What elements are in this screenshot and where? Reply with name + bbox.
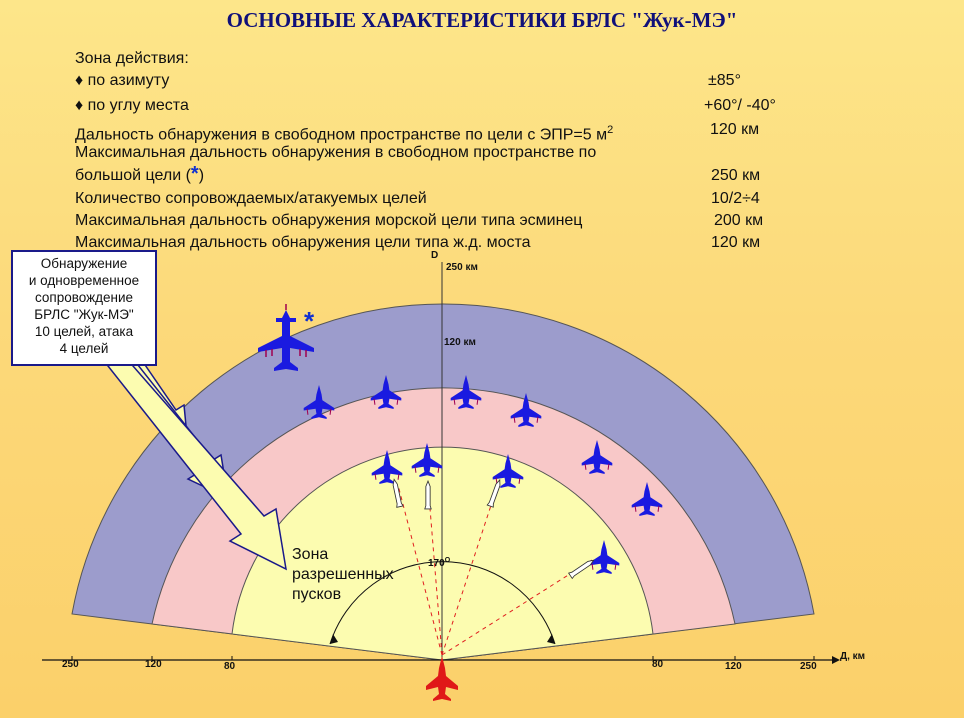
spec-detection-free-label: Дальность обнаружения в свободном простр… (75, 126, 608, 144)
spec-targets-value: 10/2÷4 (711, 190, 760, 207)
spec-azimuth-value: ±85° (708, 72, 741, 89)
spec-azimuth-label: по азимуту (87, 72, 170, 89)
own-aircraft-icon (426, 656, 458, 701)
tick-right-120: 120 (725, 661, 742, 672)
spec-elevation: ♦ по углу места (75, 96, 189, 116)
axis-top-label: D (431, 250, 438, 261)
ring-250-label: 250 км (446, 262, 478, 273)
spec-bridge-value: 120 км (711, 234, 761, 251)
callout-line: 10 целей, атака (34, 324, 134, 339)
zone-heading: Зона действия: (75, 50, 189, 67)
asterisk-mark: * (304, 306, 315, 336)
tick-right-80: 80 (652, 659, 664, 670)
tick-right-250: 250 (800, 661, 817, 672)
callout-line: и одновременное (28, 273, 140, 288)
spec-max-large-value: 250 км (711, 167, 761, 184)
callout-arrows (106, 357, 287, 571)
spec-max-large-line2: большой цели (*) (75, 164, 204, 186)
spec-detection-free: Дальность обнаружения в свободном простр… (75, 120, 613, 145)
callout-box: Обнаружение и одновременное сопровождени… (11, 250, 157, 366)
callout-line: БРЛС "Жук-МЭ" (34, 307, 134, 322)
callout-line: Обнаружение (40, 256, 128, 271)
spec-sea-label: Максимальная дальность обнаружения морск… (75, 212, 583, 229)
callout-line: сопровождение (34, 290, 134, 305)
diamond-bullet-icon: ♦ (75, 72, 84, 89)
zone-label-line: пусков (292, 586, 342, 603)
tick-left-120: 120 (145, 659, 162, 670)
zone-label-line: Зона (292, 546, 329, 563)
angle-arc (329, 561, 556, 645)
launch-zone-label: Зона разрешенных пусков (292, 545, 394, 605)
spec-bridge-label: Максимальная дальность обнаружения цели … (75, 234, 531, 251)
angle-label: 170O (428, 557, 451, 569)
asterisk-mark: * (190, 163, 199, 185)
page-title: ОСНОВНЫЕ ХАРАКТЕРИСТИКИ БРЛС "Жук-МЭ" (226, 8, 738, 32)
spec-max-large-line2-pre: большой цели ( (75, 167, 191, 184)
axis-right-label: Д, км (840, 651, 865, 662)
diamond-bullet-icon: ♦ (75, 97, 84, 114)
spec-max-large-line2-post: ) (198, 167, 205, 184)
spec-sea-value: 200 км (714, 212, 764, 229)
zone-label-line: разрешенных (292, 566, 394, 583)
spec-elevation-value: +60°/ -40° (704, 97, 776, 114)
ring-120-label: 120 км (444, 337, 476, 348)
spec-targets-label: Количество сопровождаемых/атакуемых целе… (75, 190, 427, 207)
superscript: 2 (607, 124, 614, 136)
tick-left-250: 250 (62, 659, 79, 670)
target-lines (397, 483, 593, 656)
spec-azimuth: ♦ по азимуту (75, 71, 169, 91)
callout-line: 4 целей (59, 341, 109, 356)
tick-left-80: 80 (224, 661, 236, 672)
spec-elevation-label: по углу места (87, 97, 189, 114)
spec-detection-free-value: 120 км (710, 121, 760, 138)
spec-max-large-line1: Максимальная дальность обнаружения в сво… (75, 144, 597, 161)
